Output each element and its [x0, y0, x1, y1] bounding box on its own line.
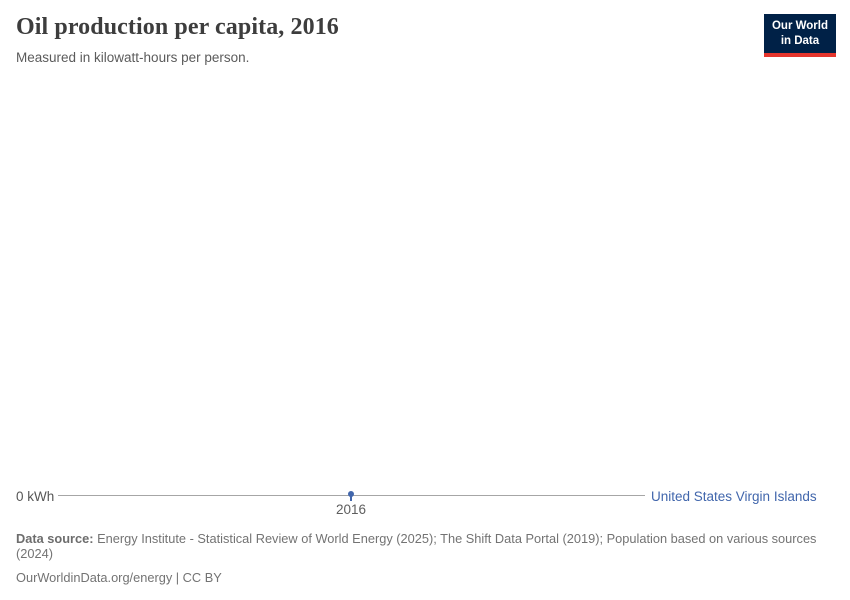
attribution-line[interactable]: OurWorldinData.org/energy | CC BY: [16, 569, 222, 585]
owid-logo-line1: Our World: [771, 20, 828, 32]
data-source-text: Energy Institute - Statistical Review of…: [16, 531, 817, 561]
data-source-line: Data source: Energy Institute - Statisti…: [16, 531, 828, 562]
chart-subtitle: Measured in kilowatt-hours per person.: [16, 49, 250, 65]
page-title: Oil production per capita, 2016: [16, 14, 339, 40]
x-axis-tick: [350, 496, 352, 501]
entity-label[interactable]: United States Virgin Islands: [651, 489, 817, 504]
data-source-label: Data source:: [16, 531, 94, 546]
owid-logo: Our World in Data: [763, 14, 836, 57]
owid-logo-line2: in Data: [780, 34, 820, 47]
y-axis-zero-label: 0 kWh: [16, 489, 55, 504]
data-point-marker[interactable]: [348, 491, 354, 497]
x-tick-label: 2016: [335, 502, 367, 517]
chart-header: Oil production per capita, 2016 Measured…: [0, 0, 850, 66]
chart-footer: Data source: Energy Institute - Statisti…: [16, 531, 834, 586]
